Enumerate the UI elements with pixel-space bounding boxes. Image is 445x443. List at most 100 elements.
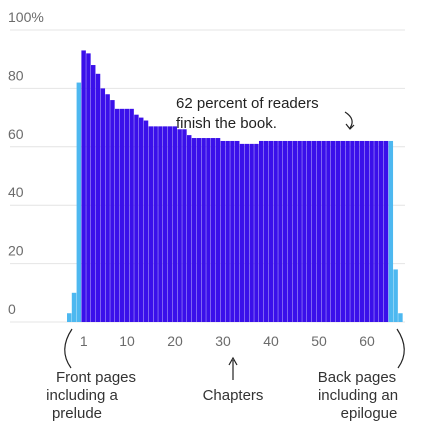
bar <box>67 313 72 322</box>
bar <box>379 140 384 322</box>
bar <box>369 140 374 322</box>
bar <box>340 140 346 322</box>
front-caption-line-3: prelude <box>52 405 102 422</box>
bar <box>239 143 245 322</box>
bar <box>100 88 106 323</box>
bar <box>177 129 182 322</box>
bar <box>302 140 307 322</box>
bar <box>388 140 394 322</box>
bar <box>307 140 312 322</box>
bar <box>206 138 211 322</box>
bar <box>167 126 173 322</box>
bar <box>187 135 192 322</box>
bar <box>374 140 379 322</box>
back-caption-line-2: including an <box>318 387 398 404</box>
y-tick-label: 80 <box>8 67 24 83</box>
bar <box>76 82 82 322</box>
chapters-arrowhead <box>228 356 238 366</box>
bar <box>86 53 91 323</box>
bar <box>244 143 250 322</box>
front-caption-line-2: including a <box>46 387 118 404</box>
bar <box>249 143 254 322</box>
bar <box>321 140 326 322</box>
front-bracket <box>64 328 73 369</box>
bar <box>124 108 130 322</box>
y-axis-ticks: 100% 80 60 40 20 0 <box>8 9 44 317</box>
bar <box>311 140 317 322</box>
annotation-arrowhead <box>345 123 355 130</box>
bar <box>143 120 149 323</box>
back-bracket <box>396 328 405 369</box>
annotation-arrow <box>344 111 353 129</box>
bar <box>71 292 77 322</box>
y-tick-label: 40 <box>8 184 24 200</box>
bars <box>67 50 403 323</box>
bar <box>268 140 274 322</box>
x-tick-label: 60 <box>359 333 375 349</box>
x-tick-label: 40 <box>263 333 279 349</box>
bar <box>139 117 144 322</box>
y-tick-label: 0 <box>8 301 16 317</box>
x-tick-label: 30 <box>215 333 231 349</box>
bar <box>115 108 120 322</box>
bar <box>91 65 96 322</box>
y-tick-label: 20 <box>8 243 24 259</box>
x-tick-label: 1 <box>80 333 88 349</box>
y-tick-label: 60 <box>8 126 24 142</box>
bar <box>254 143 259 322</box>
bar <box>345 140 350 322</box>
bar <box>215 138 221 322</box>
bar <box>398 313 403 322</box>
chapters-caption: Chapters <box>203 387 264 404</box>
x-tick-label: 20 <box>167 333 183 349</box>
bar <box>196 138 202 322</box>
x-tick-label: 10 <box>119 333 135 349</box>
y-tick-label: 100% <box>8 9 44 25</box>
bar <box>225 140 230 322</box>
bar <box>163 126 168 322</box>
bar <box>350 140 355 322</box>
bar <box>292 140 298 322</box>
bar <box>211 138 216 322</box>
bar <box>235 140 240 322</box>
bar <box>172 126 178 322</box>
bar <box>129 108 134 322</box>
bar <box>201 138 206 322</box>
bar <box>359 140 365 322</box>
bar <box>119 108 125 322</box>
bar <box>263 140 269 322</box>
annotation-line-1: 62 percent of readers <box>176 95 319 112</box>
bar <box>326 140 331 322</box>
bar <box>355 140 360 322</box>
bar <box>95 73 101 322</box>
back-caption-line-1: Back pages <box>318 369 396 386</box>
bar <box>316 140 322 322</box>
x-axis-ticks: 1 10 20 30 40 50 60 <box>80 333 375 349</box>
bar <box>278 140 283 322</box>
bar <box>383 140 389 322</box>
bar <box>182 129 187 322</box>
back-caption-line-3: epilogue <box>341 405 398 422</box>
bar <box>148 126 154 322</box>
bar <box>153 126 158 322</box>
front-caption-line-1: Front pages <box>56 369 136 386</box>
bar <box>273 140 278 322</box>
bar <box>105 94 110 323</box>
bar <box>297 140 302 322</box>
bar <box>287 140 293 322</box>
bar <box>335 140 341 322</box>
bar <box>134 114 139 323</box>
bar <box>331 140 336 322</box>
bar <box>81 50 86 322</box>
annotation-line-2: finish the book. <box>176 115 277 132</box>
bar <box>158 126 163 322</box>
bar <box>110 100 115 322</box>
x-tick-label: 50 <box>311 333 327 349</box>
bar <box>393 269 398 322</box>
bar <box>230 140 235 322</box>
bar <box>191 138 197 322</box>
bar <box>259 140 264 322</box>
bar <box>283 140 288 322</box>
bar <box>364 140 370 322</box>
